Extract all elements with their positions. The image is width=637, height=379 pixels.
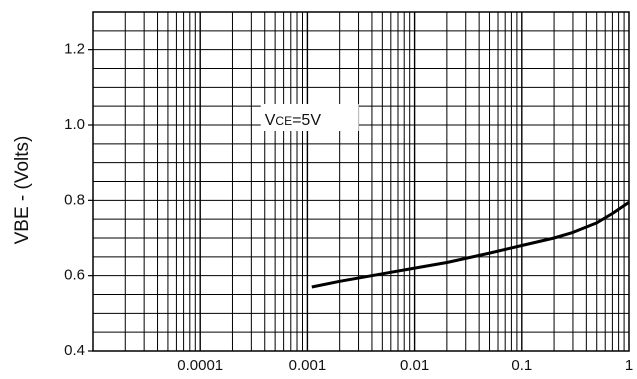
grid (93, 12, 629, 351)
plot-frame (92, 11, 630, 352)
series-line (311, 200, 630, 289)
x-tick-label: 0.01 (400, 357, 429, 374)
x-axis-ticks: 0.0001 0.001 0.01 0.1 1 (177, 357, 633, 374)
x-tick-label: 1 (625, 357, 633, 374)
series-group (311, 200, 630, 289)
y-tick-label: 1.0 (64, 116, 85, 133)
x-tick-label: 0.001 (289, 357, 327, 374)
annotation: VCE=5V (260, 104, 359, 131)
y-tick-label: 0.4 (64, 342, 85, 359)
y-tick-label: 0.6 (64, 267, 85, 284)
y-axis-ticks: 0.4 0.6 0.8 1.0 1.2 (64, 41, 93, 359)
x-tick-label: 0.1 (511, 357, 532, 374)
annotation-label: VCE=5V (265, 112, 322, 129)
annotation-background (260, 104, 359, 131)
y-tick-label: 0.8 (64, 191, 85, 208)
x-tick-label: 0.0001 (177, 357, 223, 374)
y-axis-label: VBE - (Volts) (12, 136, 33, 245)
y-tick-label: 1.2 (64, 41, 85, 58)
